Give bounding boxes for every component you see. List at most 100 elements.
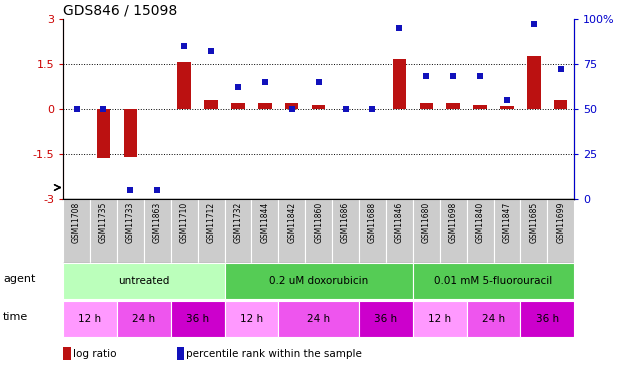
Point [71,106,81,112]
Bar [171,199,198,262]
Bar [225,199,251,262]
Bar [359,199,386,262]
Bar [521,199,547,262]
Text: 12 h: 12 h [240,314,263,324]
Text: 12 h: 12 h [78,314,102,324]
Point [448,74,458,80]
Text: GSM11680: GSM11680 [422,202,431,243]
Text: 36 h: 36 h [536,314,559,324]
Bar [198,199,225,262]
Text: 24 h: 24 h [133,314,155,324]
Point [286,106,297,112]
Bar [278,199,305,262]
Bar [440,199,466,262]
Bar [63,263,225,299]
Bar [285,104,298,109]
Point [556,66,566,72]
Text: GSM11710: GSM11710 [180,202,189,243]
Point [179,43,189,49]
Bar [305,199,332,262]
Point [529,21,539,27]
Text: GSM11699: GSM11699 [557,202,565,243]
Text: log ratio: log ratio [73,349,116,358]
Point [233,84,243,90]
Point [152,187,162,193]
Bar [332,199,359,262]
Text: GSM11863: GSM11863 [153,202,162,243]
Bar [466,301,521,337]
Bar [124,109,137,157]
Bar [500,106,514,109]
Bar [359,301,413,337]
Text: GSM11732: GSM11732 [233,202,242,243]
Point [126,187,136,193]
Bar [117,199,144,262]
Bar [312,105,326,109]
Bar [63,301,117,337]
Bar [177,62,191,109]
Point [98,106,109,112]
Point [341,106,351,112]
Bar [278,301,359,337]
Text: 12 h: 12 h [428,314,451,324]
Bar [413,263,574,299]
Text: GSM11686: GSM11686 [341,202,350,243]
Bar [554,100,567,109]
Point [260,79,270,85]
Text: GDS846 / 15098: GDS846 / 15098 [63,4,177,18]
Bar [63,199,90,262]
Bar [413,199,440,262]
Bar [97,109,110,158]
Bar [144,199,171,262]
Bar [493,199,521,262]
Text: GSM11698: GSM11698 [449,202,457,243]
Bar [521,301,574,337]
Point [367,106,377,112]
Text: 24 h: 24 h [307,314,330,324]
Point [394,25,404,31]
Text: GSM11840: GSM11840 [476,202,485,243]
Text: agent: agent [3,274,35,284]
Text: time: time [3,312,28,322]
Bar [251,199,278,262]
Point [502,97,512,103]
Bar [547,199,574,262]
Text: GSM11847: GSM11847 [502,202,512,243]
Bar [473,105,487,109]
Bar [386,199,413,262]
Bar [204,100,218,109]
Text: 36 h: 36 h [374,314,398,324]
Text: GSM11688: GSM11688 [368,202,377,243]
Bar [420,103,433,109]
Text: GSM11735: GSM11735 [99,202,108,243]
Text: GSM11685: GSM11685 [529,202,538,243]
Text: GSM11860: GSM11860 [314,202,323,243]
Bar [231,103,245,109]
Point [314,79,324,85]
Bar [413,301,466,337]
Text: 0.2 uM doxorubicin: 0.2 uM doxorubicin [269,276,369,286]
Text: untreated: untreated [118,276,170,286]
Bar [392,59,406,109]
Bar [90,199,117,262]
Text: 36 h: 36 h [186,314,209,324]
Text: GSM11708: GSM11708 [72,202,81,243]
Text: 0.01 mM 5-fluorouracil: 0.01 mM 5-fluorouracil [434,276,553,286]
Bar [171,301,225,337]
Text: GSM11712: GSM11712 [206,202,216,243]
Text: GSM11846: GSM11846 [395,202,404,243]
Text: GSM11842: GSM11842 [287,202,296,243]
Bar [527,56,541,109]
Bar [258,104,271,109]
Bar [447,103,460,109]
Text: GSM11844: GSM11844 [261,202,269,243]
Point [475,74,485,80]
Text: 24 h: 24 h [482,314,505,324]
Bar [466,199,493,262]
Text: percentile rank within the sample: percentile rank within the sample [186,349,362,358]
Bar [225,301,278,337]
Point [422,74,432,80]
Bar [117,301,171,337]
Point [206,48,216,54]
Text: GSM11733: GSM11733 [126,202,135,243]
